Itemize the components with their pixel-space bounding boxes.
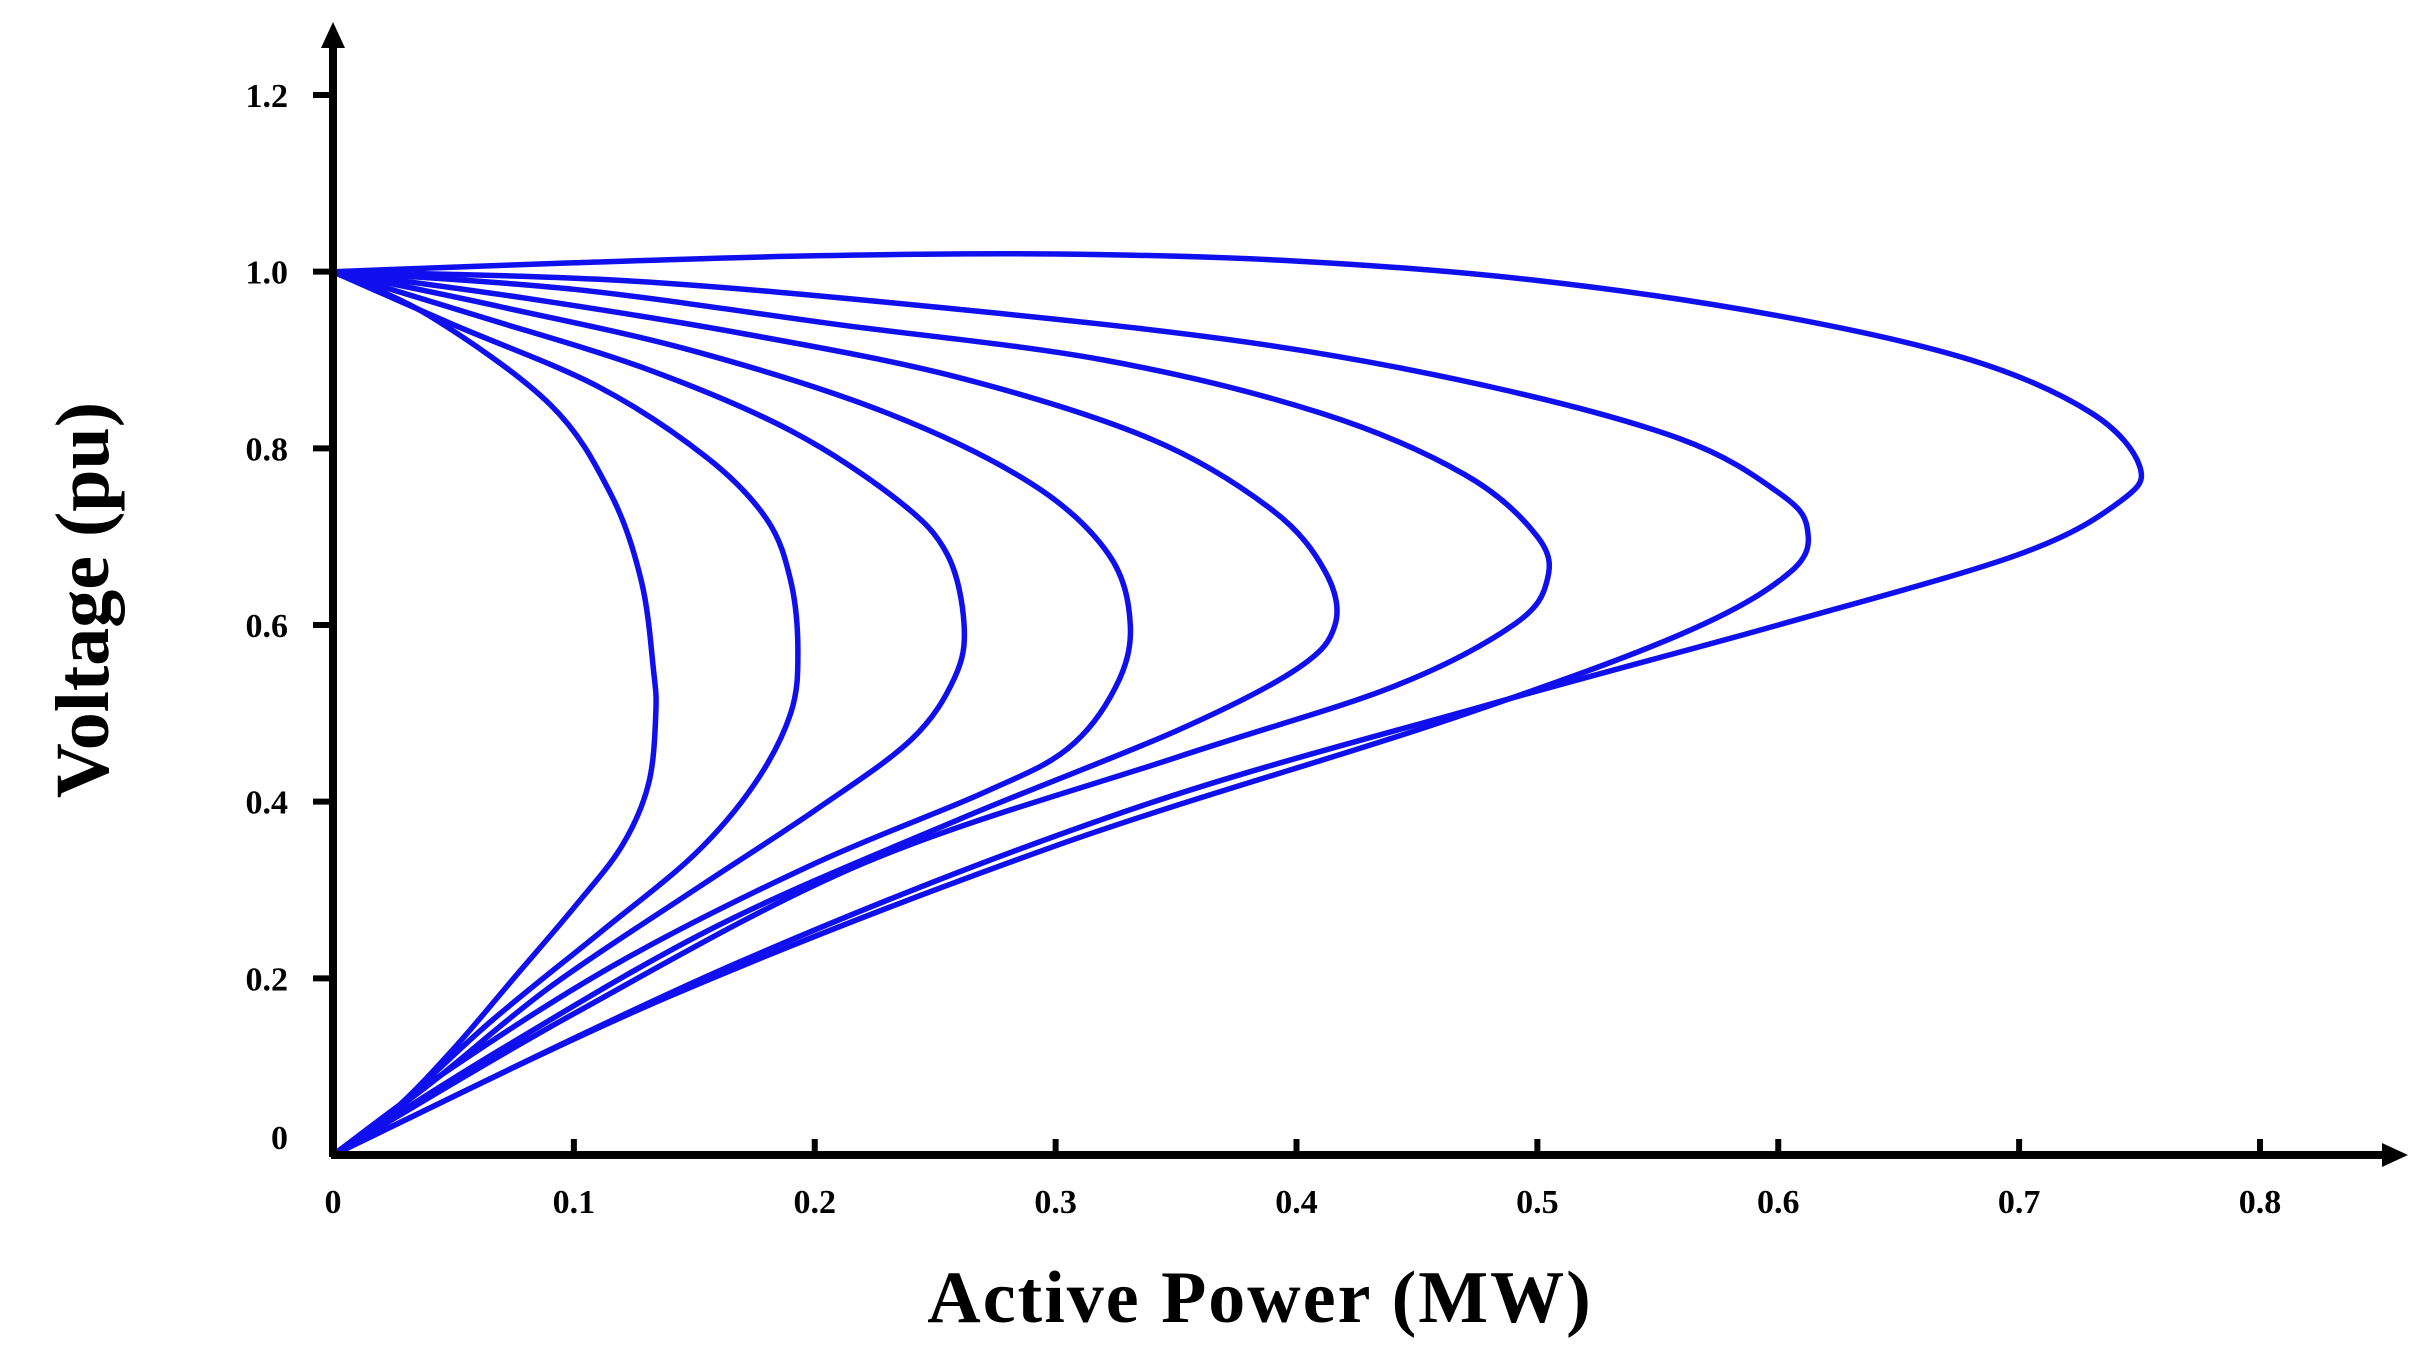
x-tick-label: 0.6 bbox=[1757, 1184, 1800, 1221]
x-tick-label: 0.7 bbox=[1998, 1184, 2041, 1221]
pv-curve-5 bbox=[330, 268, 1340, 1158]
pv-curve-7 bbox=[330, 268, 1812, 1158]
pv-curve-6 bbox=[330, 268, 1553, 1158]
x-tick-label: 0.1 bbox=[553, 1184, 596, 1221]
x-tick-label: 0 bbox=[325, 1184, 342, 1221]
x-tick-label: 0.2 bbox=[794, 1184, 837, 1221]
pv-curve-3 bbox=[330, 268, 968, 1158]
y-tick-label: 0.2 bbox=[246, 961, 289, 998]
pv-curve-8 bbox=[330, 250, 2145, 1158]
y-tick-label: 0.8 bbox=[246, 431, 289, 468]
y-tick-label: 0.4 bbox=[246, 785, 289, 822]
ticks-group: 0 0.1 0.2 0.3 0.4 0.5 0.6 0.7 0.8 0 0.2 0.4 0.6 0.8 1.… bbox=[246, 78, 2282, 1221]
x-tick-label: 0.8 bbox=[2239, 1184, 2282, 1221]
y-tick-label: 0 bbox=[271, 1120, 288, 1157]
axes-group bbox=[321, 22, 2408, 1167]
y-tick-label: 0.6 bbox=[246, 608, 289, 645]
y-tick-label: 1.2 bbox=[246, 78, 289, 115]
x-tick-label: 0.3 bbox=[1034, 1184, 1077, 1221]
pv-curve-1 bbox=[330, 268, 659, 1158]
x-tick-label: 0.4 bbox=[1275, 1184, 1318, 1221]
pv-curve-2 bbox=[330, 268, 801, 1158]
x-axis-arrow bbox=[2382, 1143, 2408, 1167]
curve-group bbox=[330, 250, 2145, 1158]
y-tick-label: 1.0 bbox=[246, 255, 289, 292]
y-axis-arrow bbox=[321, 22, 345, 48]
x-tick-label: 0.5 bbox=[1516, 1184, 1559, 1221]
pv-curve-4 bbox=[330, 268, 1134, 1158]
y-axis-title: Voltage (pu) bbox=[41, 402, 125, 798]
x-axis-title: Active Power (MW) bbox=[927, 1257, 1592, 1339]
